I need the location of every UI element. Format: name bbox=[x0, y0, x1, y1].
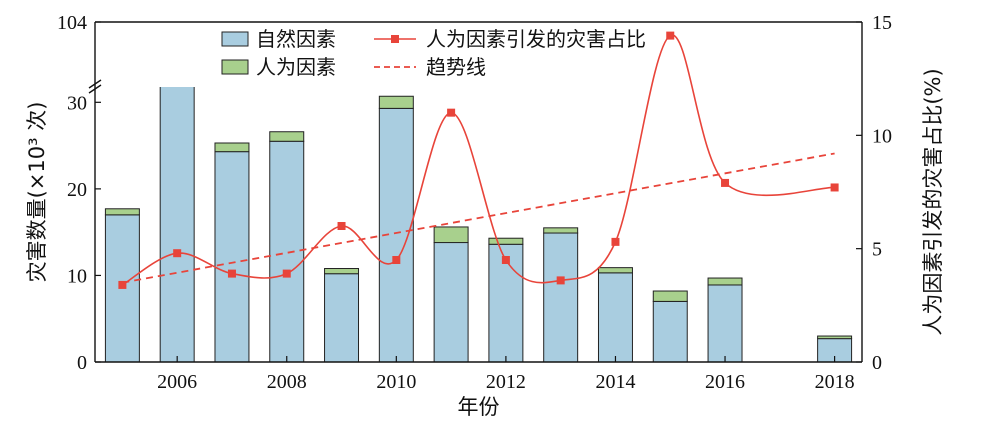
x-tick-label: 2014 bbox=[595, 371, 635, 393]
y-tick-label: 10 bbox=[67, 265, 87, 287]
y-tick-label: 30 bbox=[67, 92, 87, 114]
x-tick-label: 2016 bbox=[705, 371, 745, 393]
bar-human-2012 bbox=[488, 237, 524, 245]
y2-tick-label: 5 bbox=[872, 239, 882, 261]
bar-human-2015 bbox=[652, 290, 688, 302]
bar-human-2014 bbox=[597, 267, 633, 274]
labels-layer: 0 10 20 30 104 0 5 10 15 2006 2008 2010 2012 2014 2016… bbox=[25, 12, 945, 419]
ratio-marker-2011 bbox=[447, 108, 456, 117]
legend-label-0: 自然因素 bbox=[256, 27, 336, 51]
bar-natural-2011 bbox=[433, 242, 469, 363]
ratio-marker-2016 bbox=[721, 178, 730, 187]
bars-layer bbox=[104, 83, 853, 363]
ratio-marker-2008 bbox=[282, 269, 291, 278]
x-tick-label: 2008 bbox=[267, 371, 307, 393]
ratio-marker-2013 bbox=[556, 276, 565, 285]
bar-natural-2016 bbox=[707, 284, 743, 363]
y-tick-label: 104 bbox=[57, 12, 87, 34]
bar-natural-2013 bbox=[543, 232, 579, 363]
ratio-marker-2012 bbox=[501, 256, 510, 264]
legend-marker-2 bbox=[391, 35, 399, 43]
bar-human-2008 bbox=[269, 131, 305, 142]
bar-break-gap-2006 bbox=[159, 83, 196, 87]
axes-layer bbox=[88, 21, 863, 363]
legend-label-3: 趋势线 bbox=[426, 55, 486, 79]
ratio-marker-2010 bbox=[392, 256, 401, 264]
y-axis-title: 灾害数量(×10³ 次) bbox=[25, 102, 49, 283]
x-tick-label: 2012 bbox=[486, 371, 526, 393]
ratio-marker-2018 bbox=[830, 183, 839, 192]
bar-natural-2014 bbox=[597, 272, 633, 363]
x-axis-title: 年份 bbox=[458, 395, 500, 419]
y-tick-label: 0 bbox=[77, 352, 87, 374]
legend-swatch-1 bbox=[221, 59, 249, 75]
ratio-marker-2009 bbox=[337, 222, 346, 230]
axis-break-mark bbox=[88, 84, 102, 94]
bar-human-2010 bbox=[378, 95, 414, 109]
bar-natural-2015 bbox=[652, 300, 688, 363]
y2-tick-label: 10 bbox=[872, 125, 892, 147]
legend-label-1: 人为因素 bbox=[256, 55, 336, 79]
y2-axis-title: 人为因素引发的灾害占比(%) bbox=[921, 68, 945, 335]
axis-break-mark bbox=[88, 79, 102, 89]
bar-natural-2007 bbox=[214, 151, 250, 363]
lines-layer bbox=[118, 31, 839, 289]
y2-tick-label: 15 bbox=[872, 12, 892, 34]
bar-natural-2009 bbox=[324, 273, 360, 363]
legend-label-2: 人为因素引发的灾害占比 bbox=[426, 27, 646, 51]
bar-human-2005 bbox=[104, 208, 140, 216]
bar-natural-2008 bbox=[269, 140, 305, 363]
bar-human-2013 bbox=[543, 227, 579, 234]
y-tick-label: 20 bbox=[67, 179, 87, 201]
ratio-marker-2005 bbox=[118, 280, 127, 289]
y2-tick-label: 0 bbox=[872, 352, 882, 374]
x-tick-label: 2006 bbox=[157, 371, 197, 393]
bar-human-2018 bbox=[817, 335, 853, 340]
ratio-marker-2007 bbox=[227, 269, 236, 278]
trendline bbox=[122, 152, 835, 284]
bar-human-2016 bbox=[707, 277, 743, 286]
x-tick-label: 2018 bbox=[815, 371, 855, 393]
ratio-marker-2015 bbox=[666, 31, 675, 40]
ratio-marker-2014 bbox=[611, 237, 620, 246]
x-tick-label: 2010 bbox=[376, 371, 416, 393]
bar-human-2009 bbox=[324, 268, 360, 275]
legend-swatch-0 bbox=[221, 31, 249, 47]
bar-human-2011 bbox=[433, 226, 469, 244]
bar-human-2007 bbox=[214, 142, 250, 153]
ratio-marker-2006 bbox=[173, 249, 182, 258]
bar-natural-2006 bbox=[159, 84, 195, 363]
ratio-line bbox=[121, 34, 835, 286]
